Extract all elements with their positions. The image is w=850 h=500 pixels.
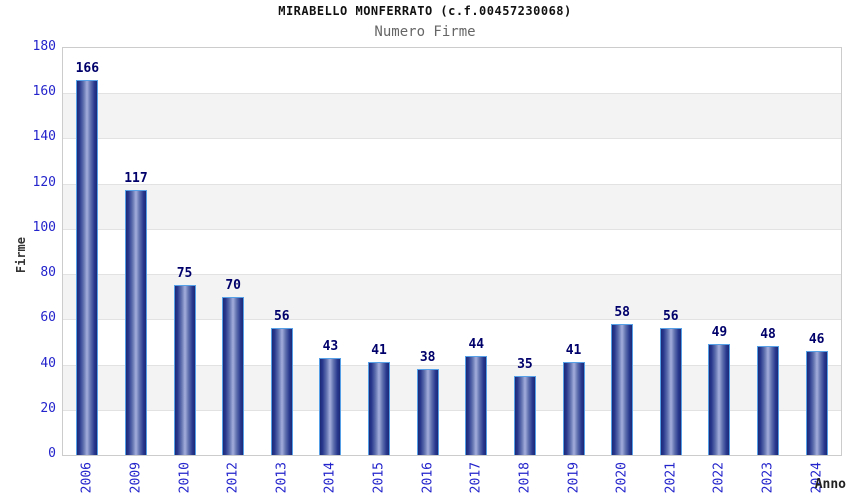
bar-2015: [368, 362, 391, 455]
bars-group: 166 2006 117 2009 75 2010 70 2012 56 2013 43 2014 41…: [63, 48, 841, 494]
grid-band: [63, 319, 841, 364]
bar-value-label: 38: [419, 350, 436, 366]
y-tick-label: 140: [32, 129, 56, 145]
bar-value-label: 35: [517, 356, 533, 372]
plot-area: 166 2006 117 2009 75 2010 70 2012 56 2013 43 2014 41…: [62, 47, 842, 494]
x-tick-label: 2006: [79, 462, 95, 494]
x-axis-label: Anno: [814, 477, 846, 492]
y-tick-label: 180: [32, 39, 56, 54]
x-tick-label: 2017: [468, 462, 484, 494]
bar-value-label: 117: [124, 171, 148, 187]
bar-2013: [270, 328, 293, 455]
bar-value-label: 46: [808, 332, 825, 347]
chart-subtitle: Numero Firme: [374, 24, 476, 40]
bar-slot-2024: 46 2024: [792, 48, 841, 493]
bar-2018: [513, 375, 536, 455]
bar-slot-2016: 38 2016: [403, 48, 452, 493]
bar-value-label: 48: [760, 327, 776, 343]
y-tick-label: 80: [40, 265, 56, 281]
bar-slot-2009: 117 2009: [112, 48, 161, 493]
grid-band: [63, 138, 841, 183]
bar-2017: [465, 355, 488, 455]
bar-slot-2006: 166 2006: [63, 48, 112, 494]
bar-value-label: 56: [662, 309, 679, 325]
bar-2010: [173, 285, 196, 455]
x-tick-label: 2018: [517, 462, 533, 494]
x-tick-label: 2019: [566, 462, 582, 494]
grid-band: [63, 409, 841, 455]
x-tick-label: 2020: [614, 462, 630, 494]
bar-2006: [76, 79, 99, 455]
x-tick-label: 2010: [177, 462, 193, 494]
bar-2021: [659, 328, 682, 455]
bar-value-label: 41: [565, 343, 582, 359]
y-tick-label: 60: [40, 310, 56, 326]
y-axis: 0 20 40 60 80 100 120 140 160 180: [0, 40, 56, 461]
bar-slot-2017: 44 2017: [452, 48, 501, 493]
x-tick-label: 2013: [274, 462, 290, 494]
y-tick-label: 160: [32, 84, 56, 100]
x-tick-label: 2022: [711, 462, 727, 494]
bar-value-label: 41: [371, 343, 387, 359]
bar-value-label: 56: [273, 309, 290, 325]
bar-value-label: 70: [225, 277, 242, 293]
grid-band: [63, 93, 841, 139]
bar-2022: [708, 344, 731, 455]
bar-slot-2012: 70 2012: [209, 48, 258, 493]
y-tick-label: 120: [32, 174, 56, 190]
grid-band: [63, 183, 841, 229]
bar-slot-2010: 75 2010: [160, 48, 209, 493]
y-tick-label: 20: [40, 400, 56, 416]
bar-2023: [757, 346, 780, 455]
grid-band: [63, 228, 841, 274]
chart-title: MIRABELLO MONFERRATO (c.f.00457230068): [278, 4, 572, 18]
bar-slot-2020: 58 2020: [598, 48, 647, 493]
x-tick-label: 2021: [663, 462, 679, 494]
bar-2024: [805, 351, 828, 455]
x-tick-label: 2016: [420, 462, 436, 494]
bar-slot-2014: 43 2014: [306, 48, 355, 493]
bar-slot-2023: 48 2023: [744, 48, 793, 493]
bar-slot-2019: 41 2019: [549, 48, 598, 493]
bar-value-label: 43: [322, 338, 339, 354]
bar-value-label: 58: [614, 304, 631, 320]
bar-value-label: 166: [75, 60, 100, 76]
bar-slot-2015: 41 2015: [355, 48, 404, 493]
y-tick-label: 100: [32, 219, 56, 235]
bar-2016: [416, 369, 439, 455]
x-tick-label: 2009: [128, 462, 144, 494]
x-tick-label: 2015: [371, 462, 387, 494]
bar-2020: [611, 323, 634, 455]
bar-slot-2021: 56 2021: [647, 48, 696, 493]
bar-2014: [319, 357, 342, 455]
bar-2012: [222, 296, 245, 455]
bar-slot-2022: 49 2022: [695, 48, 744, 493]
bar-value-label: 75: [176, 266, 193, 282]
bar-slot-2018: 35 2018: [501, 48, 550, 493]
bar-value-label: 49: [711, 325, 728, 341]
bar-slot-2013: 56 2013: [258, 48, 307, 493]
x-tick-label: 2023: [760, 462, 776, 494]
x-tick-label: 2012: [225, 462, 241, 494]
bar-value-label: 44: [468, 336, 485, 352]
x-tick-label: 2014: [322, 462, 338, 494]
y-tick-label: 40: [40, 355, 56, 371]
bar-2019: [562, 362, 585, 455]
y-tick-label: 0: [48, 446, 56, 461]
bar-2009: [124, 190, 147, 455]
